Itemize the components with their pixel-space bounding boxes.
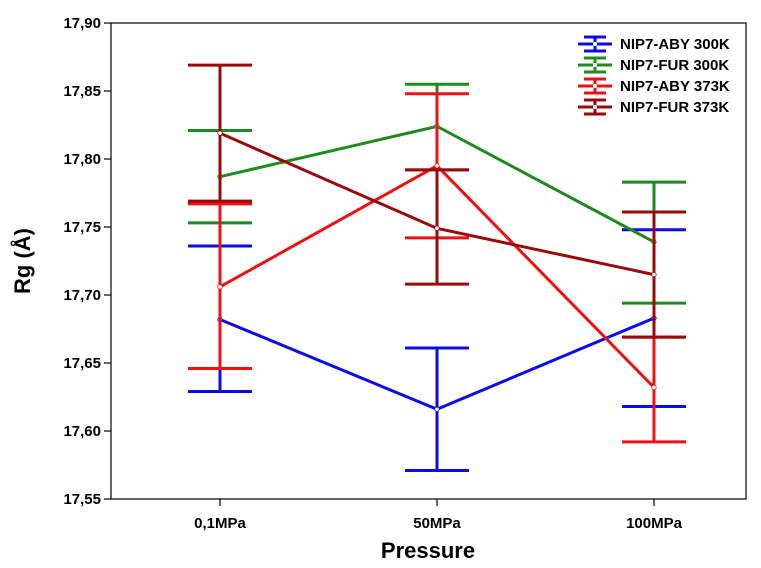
y-tick-label: 17,65 [63, 355, 101, 372]
y-tick-label: 17,70 [63, 287, 101, 304]
x-tick-label: 50MPa [413, 515, 461, 532]
x-tick-label: 100MPa [626, 515, 683, 532]
legend-label: NIP7-ABY 373K [620, 78, 730, 95]
x-axis-title: Pressure [381, 538, 475, 563]
x-tick-label: 0,1MPa [194, 515, 246, 532]
y-tick-label: 17,55 [63, 491, 101, 508]
legend-item: NIP7-FUR 373K [578, 98, 729, 116]
data-point [651, 271, 657, 278]
series-layer [188, 63, 686, 472]
legend-label: NIP7-FUR 373K [620, 99, 729, 116]
data-point [217, 130, 223, 136]
legend-point [593, 42, 597, 46]
y-axis-title: Rg (Å) [9, 228, 35, 294]
y-axis-ticks: 17,55 17,60 17,65 17,70 17,75 17,80 17,85 17,90 [63, 15, 111, 508]
y-tick-label: 17,90 [63, 15, 101, 32]
data-point [434, 225, 440, 231]
plot-area [110, 22, 747, 500]
series-nip7-fur-373k [188, 63, 686, 339]
legend-item: NIP7-ABY 373K [578, 77, 730, 95]
y-tick-label: 17,75 [63, 219, 101, 236]
legend-label: NIP7-FUR 300K [620, 57, 729, 74]
y-tick-label: 17,85 [63, 83, 101, 100]
data-point [434, 163, 440, 169]
legend-point [593, 63, 597, 67]
data-point [217, 284, 223, 290]
legend-label: NIP7-ABY 300K [620, 36, 730, 53]
legend-point [593, 105, 597, 109]
legend-item: NIP7-FUR 300K [578, 56, 729, 74]
data-point [434, 406, 440, 412]
data-point [651, 384, 657, 391]
x-axis-ticks: 0,1MPa 50MPa 100MPa [194, 499, 683, 532]
legend-point [593, 84, 597, 88]
legend-item: NIP7-ABY 300K [578, 35, 730, 53]
y-tick-label: 17,60 [63, 423, 101, 440]
legend: NIP7-ABY 300K NIP7-FUR 300K NIP7-ABY 373K N… [578, 35, 730, 116]
y-tick-label: 17,80 [63, 151, 101, 168]
